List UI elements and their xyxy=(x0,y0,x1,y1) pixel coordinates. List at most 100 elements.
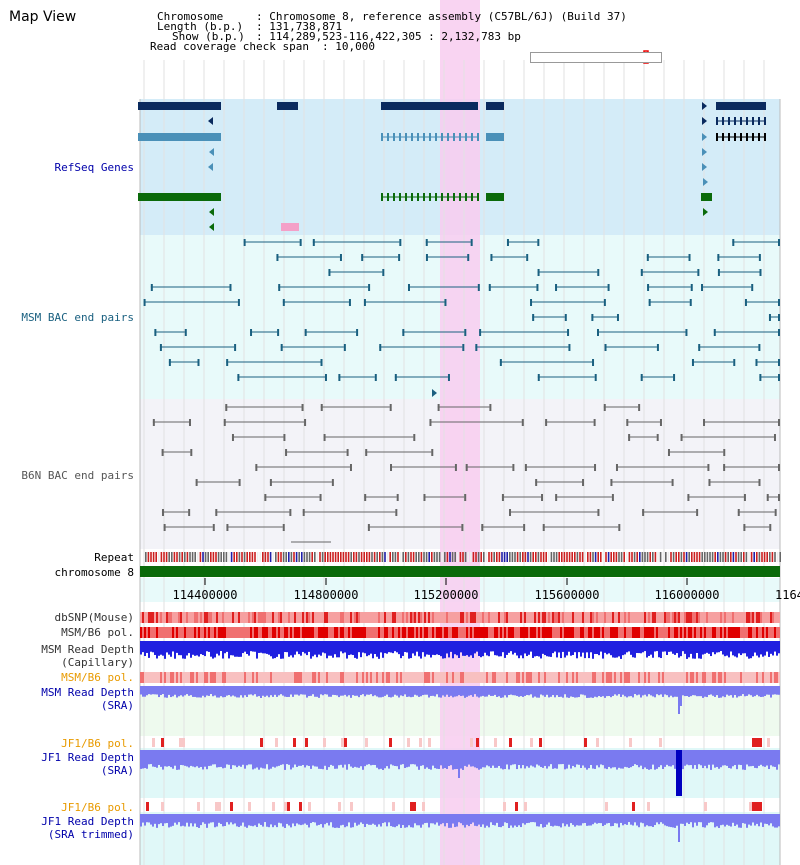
info-length-value: : 131,738,871 xyxy=(256,20,343,33)
depth-bar xyxy=(528,750,530,768)
depth-bar xyxy=(202,750,204,770)
depth-bar xyxy=(188,814,190,827)
depth-bar xyxy=(442,641,444,659)
pol-cell xyxy=(384,627,386,638)
depth-bar xyxy=(770,686,772,698)
pol-cell xyxy=(666,627,668,638)
depth-bar xyxy=(562,641,564,652)
repeat-mark xyxy=(563,552,566,562)
pol-cell xyxy=(314,672,316,683)
depth-bar xyxy=(646,814,648,826)
depth-bar xyxy=(530,641,532,652)
pol-cell xyxy=(462,612,464,623)
refseq-genes-label[interactable]: RefSeq Genes xyxy=(54,161,134,174)
chromosome-ideogram[interactable] xyxy=(530,52,662,63)
depth-bar xyxy=(648,686,650,695)
pol-cell xyxy=(378,672,380,683)
pol-cell xyxy=(310,627,312,638)
depth-bar xyxy=(570,641,572,656)
depth-bar xyxy=(308,750,310,766)
pol-cell xyxy=(344,738,347,747)
pol-cell xyxy=(362,672,364,683)
pol-cell xyxy=(332,672,334,683)
depth-bar xyxy=(750,686,752,696)
pol-cell xyxy=(760,627,762,638)
depth-bar xyxy=(596,641,598,655)
pol-cell xyxy=(524,627,526,638)
depth-bar xyxy=(180,686,182,696)
depth-bar xyxy=(156,641,158,659)
depth-bar xyxy=(460,686,462,697)
pol-cell xyxy=(766,627,768,638)
gene-exon xyxy=(138,133,221,141)
pol-cell xyxy=(288,612,290,623)
repeat-mark xyxy=(735,552,737,562)
pol-cell xyxy=(144,672,146,683)
pol-cell xyxy=(323,738,326,747)
pol-cell xyxy=(650,672,652,683)
repeat-mark xyxy=(223,552,225,562)
b6n-bac-end xyxy=(628,434,631,441)
pol-cell xyxy=(578,627,580,638)
depth-bar xyxy=(322,814,324,828)
pol-cell xyxy=(452,627,454,638)
depth-bar xyxy=(154,686,156,695)
pol-cell xyxy=(262,612,264,623)
depth-bar xyxy=(140,814,142,827)
depth-bar xyxy=(154,814,156,824)
repeat-mark xyxy=(509,552,511,562)
pol-cell xyxy=(658,612,660,623)
depth-bar xyxy=(770,641,772,654)
repeat-mark xyxy=(150,552,152,562)
pol-cell xyxy=(534,672,536,683)
depth-bar xyxy=(334,686,336,696)
pol-cell xyxy=(158,612,160,623)
pol-cell xyxy=(215,802,218,811)
repeat-mark xyxy=(483,552,485,562)
pol-cell xyxy=(496,627,498,638)
pol-cell xyxy=(638,672,640,683)
pol-cell xyxy=(384,612,386,623)
depth-bar xyxy=(502,750,504,770)
depth-bar xyxy=(196,814,198,828)
depth-bar xyxy=(758,814,760,827)
depth-bar xyxy=(658,686,660,696)
depth-bar xyxy=(374,641,376,655)
depth-bar xyxy=(260,814,262,825)
pol-cell xyxy=(652,627,654,638)
depth-bar xyxy=(728,686,730,696)
repeat-mark xyxy=(428,552,430,562)
b6n-bac-label[interactable]: B6N BAC end pairs xyxy=(21,469,134,482)
depth-bar xyxy=(592,750,594,769)
depth-bar xyxy=(448,686,450,697)
pol-cell xyxy=(508,612,510,623)
pol-cell xyxy=(684,672,686,683)
pol-cell xyxy=(380,627,382,638)
depth-bar xyxy=(294,686,296,695)
msm-bac-end xyxy=(368,284,371,291)
pol-cell xyxy=(148,627,150,638)
depth-bar xyxy=(624,686,626,697)
pol-cell xyxy=(574,627,576,638)
pol-cell xyxy=(458,627,460,638)
pol-cell xyxy=(318,612,320,623)
pol-cell xyxy=(462,627,464,638)
depth-bar xyxy=(196,750,198,767)
depth-bar xyxy=(402,814,404,826)
depth-bar xyxy=(250,814,252,826)
depth-bar xyxy=(252,686,254,696)
pol-cell xyxy=(772,672,774,683)
pol-cell xyxy=(330,672,332,683)
pol-cell xyxy=(294,612,296,623)
depth-bar xyxy=(300,750,302,766)
msm-bac-label[interactable]: MSM BAC end pairs xyxy=(21,311,134,324)
repeat-mark xyxy=(423,552,425,562)
msm-bac-end xyxy=(399,239,402,246)
depth-bar xyxy=(446,686,448,695)
pol-cell xyxy=(198,612,200,623)
depth-bar xyxy=(732,814,734,823)
pol-cell xyxy=(148,672,150,683)
b6n-bac-end xyxy=(289,509,292,516)
pol-cell xyxy=(514,672,516,683)
msm-bac-end xyxy=(689,299,692,306)
